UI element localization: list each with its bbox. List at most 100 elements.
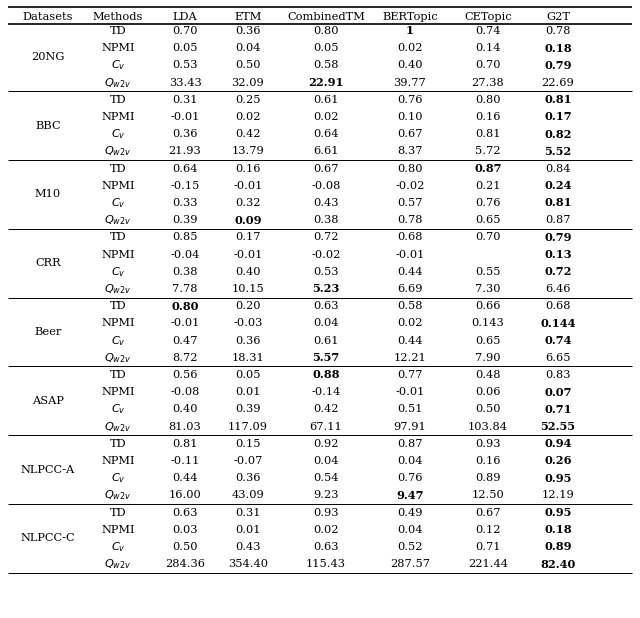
Text: 0.77: 0.77 [397,370,423,380]
Text: 0.81: 0.81 [544,95,572,105]
Text: 0.33: 0.33 [172,198,198,208]
Text: -0.02: -0.02 [396,181,425,191]
Text: 82.40: 82.40 [540,559,576,570]
Text: 6.69: 6.69 [397,284,423,294]
Text: Datasets: Datasets [23,12,73,22]
Text: -0.14: -0.14 [311,387,340,397]
Text: 0.40: 0.40 [236,267,260,277]
Text: 115.43: 115.43 [306,559,346,569]
Text: 5.57: 5.57 [312,352,340,363]
Text: 117.09: 117.09 [228,421,268,431]
Text: $Q_{w2v}$: $Q_{w2v}$ [104,488,132,502]
Text: 0.47: 0.47 [172,336,198,345]
Text: $C_v$: $C_v$ [111,59,125,72]
Text: 5.23: 5.23 [312,284,340,295]
Text: 354.40: 354.40 [228,559,268,569]
Text: 9.47: 9.47 [396,490,424,501]
Text: 12.19: 12.19 [541,491,574,501]
Text: 0.93: 0.93 [476,439,500,449]
Text: 0.05: 0.05 [172,43,198,53]
Text: NPMI: NPMI [101,387,135,397]
Text: 0.18: 0.18 [544,524,572,535]
Text: 5.52: 5.52 [545,146,572,157]
Text: 27.38: 27.38 [472,78,504,88]
Text: 0.68: 0.68 [545,301,571,311]
Text: $C_v$: $C_v$ [111,402,125,417]
Text: $Q_{w2v}$: $Q_{w2v}$ [104,213,132,227]
Text: 0.82: 0.82 [544,129,572,140]
Text: 0.89: 0.89 [476,473,500,483]
Text: 0.76: 0.76 [476,198,500,208]
Text: $C_v$: $C_v$ [111,265,125,279]
Text: 43.09: 43.09 [232,491,264,501]
Text: 0.50: 0.50 [476,404,500,415]
Text: 0.44: 0.44 [172,473,198,483]
Text: NPMI: NPMI [101,43,135,53]
Text: 284.36: 284.36 [165,559,205,569]
Text: NPMI: NPMI [101,456,135,466]
Text: 0.01: 0.01 [236,387,260,397]
Text: 0.85: 0.85 [172,232,198,242]
Text: 22.91: 22.91 [308,77,344,88]
Text: $C_v$: $C_v$ [111,334,125,347]
Text: 33.43: 33.43 [168,78,202,88]
Text: -0.01: -0.01 [234,250,262,260]
Text: 0.68: 0.68 [397,232,423,242]
Text: 8.72: 8.72 [172,353,198,363]
Text: 0.06: 0.06 [476,387,500,397]
Text: 0.04: 0.04 [236,43,260,53]
Text: $Q_{w2v}$: $Q_{w2v}$ [104,75,132,90]
Text: 0.76: 0.76 [397,95,423,105]
Text: 9.23: 9.23 [313,491,339,501]
Text: 0.05: 0.05 [313,43,339,53]
Text: 0.05: 0.05 [236,370,260,380]
Text: 0.80: 0.80 [397,164,423,174]
Text: 39.77: 39.77 [394,78,426,88]
Text: 0.40: 0.40 [172,404,198,415]
Text: 6.61: 6.61 [313,146,339,156]
Text: 0.17: 0.17 [236,232,260,242]
Text: 0.50: 0.50 [236,61,260,70]
Text: 0.70: 0.70 [172,26,198,36]
Text: 0.04: 0.04 [313,456,339,466]
Text: $Q_{w2v}$: $Q_{w2v}$ [104,145,132,158]
Text: 32.09: 32.09 [232,78,264,88]
Text: 0.10: 0.10 [397,112,423,122]
Text: -0.01: -0.01 [170,318,200,328]
Text: 0.15: 0.15 [236,439,260,449]
Text: -0.08: -0.08 [311,181,340,191]
Text: 0.64: 0.64 [313,129,339,139]
Text: 20NG: 20NG [31,52,65,62]
Text: 0.56: 0.56 [172,370,198,380]
Text: 0.72: 0.72 [544,266,572,277]
Text: 287.57: 287.57 [390,559,430,569]
Text: 0.43: 0.43 [313,198,339,208]
Text: 0.52: 0.52 [397,542,423,552]
Text: TD: TD [109,164,126,174]
Text: 0.04: 0.04 [397,456,423,466]
Text: 0.57: 0.57 [397,198,423,208]
Text: 0.43: 0.43 [236,542,260,552]
Text: 0.51: 0.51 [397,404,423,415]
Text: 0.02: 0.02 [313,525,339,535]
Text: BERTopic: BERTopic [382,12,438,22]
Text: CETopic: CETopic [464,12,512,22]
Text: Methods: Methods [93,12,143,22]
Text: 0.36: 0.36 [236,336,260,345]
Text: 0.55: 0.55 [476,267,500,277]
Text: 0.83: 0.83 [545,370,571,380]
Text: 0.01: 0.01 [236,525,260,535]
Text: $Q_{w2v}$: $Q_{w2v}$ [104,557,132,571]
Text: 0.03: 0.03 [172,525,198,535]
Text: 0.24: 0.24 [544,180,572,192]
Text: 13.79: 13.79 [232,146,264,156]
Text: 7.90: 7.90 [476,353,500,363]
Text: 0.70: 0.70 [476,232,500,242]
Text: 0.17: 0.17 [544,111,572,122]
Text: TD: TD [109,507,126,518]
Text: NPMI: NPMI [101,112,135,122]
Text: $C_v$: $C_v$ [111,472,125,485]
Text: 0.44: 0.44 [397,267,423,277]
Text: 0.84: 0.84 [545,164,571,174]
Text: -0.15: -0.15 [170,181,200,191]
